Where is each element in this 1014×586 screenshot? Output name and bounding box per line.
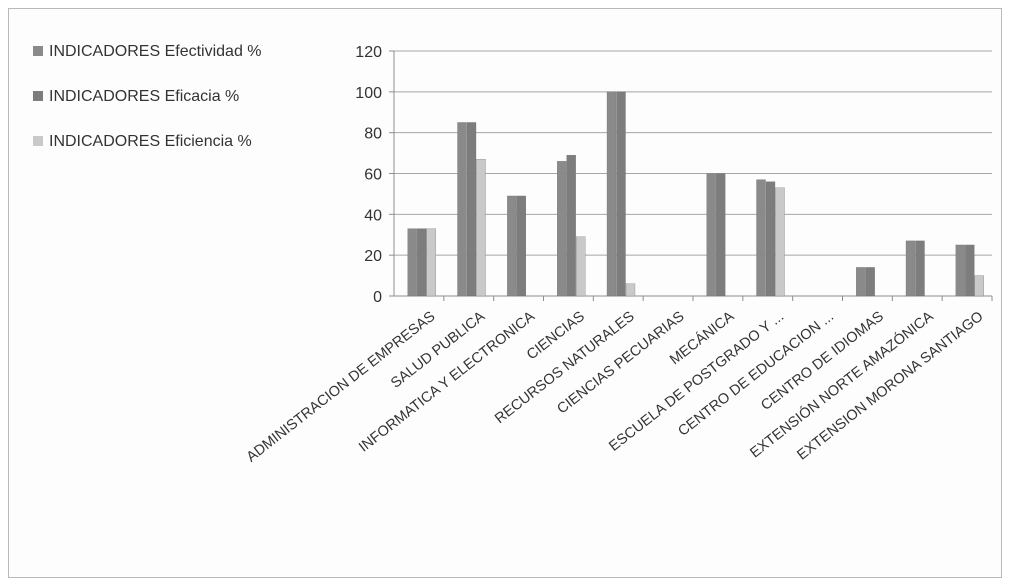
bar — [576, 236, 586, 297]
bar — [457, 122, 467, 297]
bar — [915, 240, 925, 297]
chart-frame: INDICADORES Efectividad % INDICADORES Efi… — [8, 8, 1002, 578]
legend: INDICADORES Efectividad % INDICADORES Efi… — [33, 43, 262, 150]
bars — [407, 91, 984, 297]
x-category-label: ESCUELA DE POSTGRADO Y ... — [606, 309, 787, 455]
x-category-label: ADMINISTRACION DE EMPRESAS — [244, 309, 439, 466]
y-axis: 0 20 40 60 80 100 120 — [355, 44, 395, 306]
bar — [974, 275, 984, 297]
x-category-label: EXTENSIÓN NORTE AMAZÓNICA — [747, 308, 937, 462]
bar — [756, 179, 766, 297]
gridlines — [394, 50, 992, 297]
y-tick-label: 120 — [355, 44, 382, 61]
bar — [706, 173, 716, 297]
bar — [856, 267, 866, 297]
y-tick-label: 20 — [364, 248, 382, 265]
bar — [557, 161, 567, 297]
bar — [476, 159, 486, 297]
bar — [616, 91, 626, 297]
bar — [905, 240, 916, 297]
bar-chart: INDICADORES Efectividad % INDICADORES Efi… — [33, 43, 993, 466]
bar — [407, 228, 417, 297]
bar — [417, 228, 427, 297]
bar — [426, 228, 436, 297]
y-tick-label: 100 — [355, 85, 382, 102]
legend-swatch — [33, 91, 43, 101]
bar — [865, 267, 875, 297]
x-category-label: INFORMATICA Y ELECTRONICA — [356, 308, 538, 455]
legend-swatch — [33, 46, 43, 56]
bar — [466, 122, 477, 297]
bar — [775, 187, 785, 297]
legend-swatch — [33, 136, 43, 146]
legend-label: INDICADORES Eficiencia % — [49, 133, 252, 150]
bar — [955, 244, 965, 297]
y-tick-label: 0 — [373, 289, 382, 306]
bar — [716, 173, 726, 297]
bar — [516, 195, 526, 297]
bar — [625, 283, 636, 297]
bar — [566, 154, 576, 297]
y-tick-label: 80 — [364, 126, 382, 143]
bar — [606, 91, 617, 297]
bar — [965, 244, 975, 297]
bar — [765, 181, 776, 297]
bar — [507, 195, 517, 297]
y-tick-label: 60 — [364, 167, 382, 184]
y-tick-label: 40 — [364, 207, 382, 224]
legend-label: INDICADORES Efectividad % — [49, 43, 262, 60]
legend-label: INDICADORES Eficacia % — [49, 88, 239, 105]
